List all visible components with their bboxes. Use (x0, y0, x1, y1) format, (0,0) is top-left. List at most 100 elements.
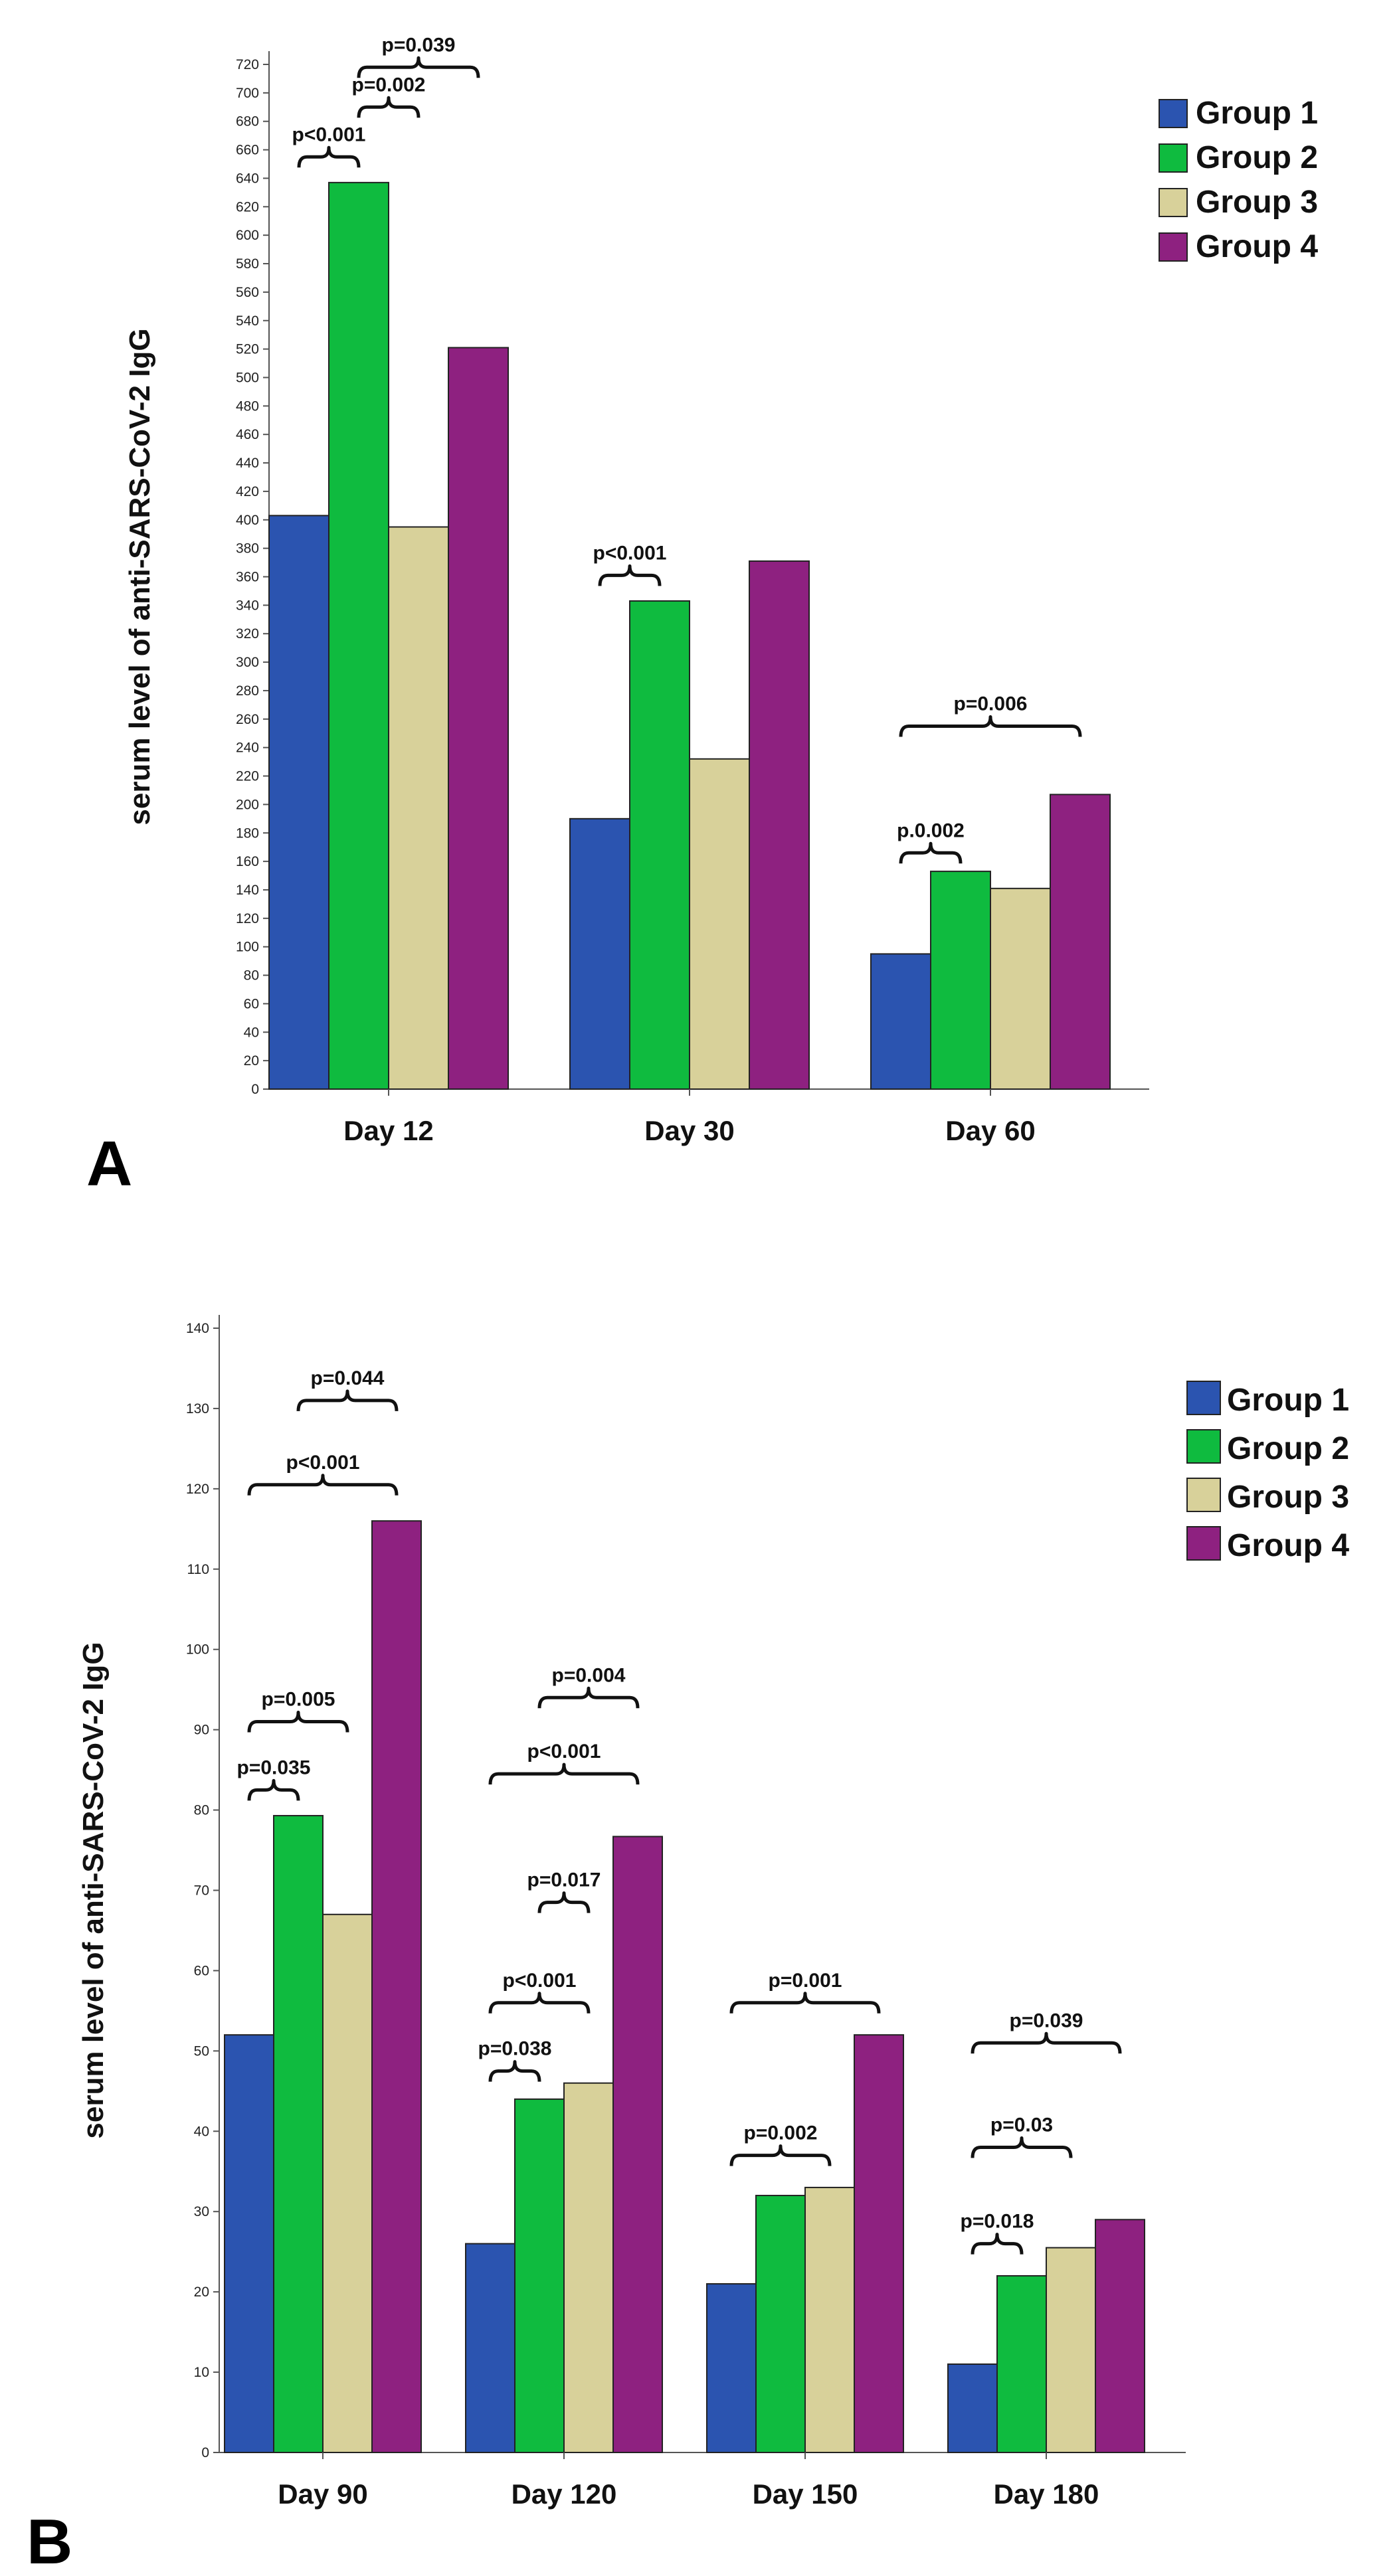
y-tick-label: 70 (194, 1883, 209, 1899)
legend-label: Group 3 (1196, 185, 1318, 220)
chart-panel-a: 0 20 40 60 80 100 120 140 160 180 200 220 240 260 280 3… (86, 34, 1318, 1199)
legend-swatch (1159, 188, 1188, 217)
significance-bracket (357, 56, 480, 78)
y-tick-label: 360 (236, 570, 259, 585)
bar-group-4-day-12 (448, 347, 509, 1090)
panel-label: A (86, 1128, 132, 1199)
significance-bracket (488, 1762, 640, 1785)
bar-group-1-day-90 (224, 2034, 274, 2453)
p-value-label: p<0.001 (292, 124, 366, 145)
p-value-label: p=0.006 (954, 693, 1028, 715)
y-tick-label: 100 (186, 1642, 209, 1658)
y-axis-title: serum level of anti-SARS-CoV-2 IgG (77, 1642, 110, 2138)
y-tick-label: 720 (236, 57, 259, 72)
significance-bracket (357, 96, 420, 118)
bar-group-1-day-30 (569, 817, 630, 1090)
significance-bracket (537, 1891, 591, 1913)
y-tick-label: 20 (194, 2284, 209, 2300)
y-tick-label: 460 (236, 427, 259, 442)
bar-group-4-day-90 (371, 1520, 422, 2453)
y-tick-label: 320 (236, 626, 259, 642)
significance-bracket (296, 1389, 399, 1411)
bar-group-4-day-30 (749, 560, 810, 1090)
p-value-label: p<0.001 (593, 542, 667, 564)
bar-group-4-day-150 (854, 2034, 904, 2453)
y-tick-label: 700 (236, 86, 259, 101)
legend-swatch (1159, 232, 1188, 262)
bar-group-3-day-12 (388, 526, 449, 1090)
y-tick-label: 20 (244, 1053, 259, 1069)
bar-group-2-day-180 (996, 2275, 1047, 2453)
y-tick-label: 60 (194, 1963, 209, 1978)
bar-group-1-day-120 (465, 2243, 515, 2453)
y-tick-label: 100 (236, 940, 259, 955)
y-tick-label: 400 (236, 513, 259, 528)
bar-group-1-day-180 (947, 2363, 998, 2453)
bar-group-3-day-150 (804, 2186, 855, 2454)
bar-group-3-day-180 (1046, 2247, 1096, 2453)
p-value-label: p=0.005 (262, 1689, 335, 1711)
bar-group-2-day-60 (930, 871, 991, 1090)
y-tick-label: 0 (201, 2445, 209, 2460)
legend-swatch (1186, 1381, 1221, 1415)
bar-group-3-day-30 (689, 758, 750, 1090)
bar-group-1-day-60 (870, 953, 931, 1090)
y-tick-label: 120 (236, 911, 259, 926)
legend-label: Group 2 (1227, 1431, 1349, 1466)
y-tick-label: 500 (236, 370, 259, 385)
p-value-label: p=0.03 (990, 2114, 1053, 2136)
y-tick-label: 30 (194, 2204, 209, 2219)
significance-bracket (971, 2031, 1122, 2054)
x-tick-label: Day 30 (644, 1115, 734, 1146)
significance-bracket (729, 2144, 832, 2166)
y-tick-label: 130 (186, 1401, 209, 1417)
y-tick-label: 440 (236, 456, 259, 471)
legend-label: Group 1 (1196, 96, 1318, 131)
p-value-label: p<0.001 (503, 1970, 577, 1992)
x-tick-label: Day 150 (753, 2478, 858, 2510)
significance-bracket (598, 564, 662, 586)
y-tick-label: 40 (244, 1025, 259, 1040)
significance-bracket (899, 715, 1082, 737)
y-tick-label: 140 (186, 1321, 209, 1336)
legend-label: Group 2 (1196, 140, 1318, 175)
y-tick-label: 420 (236, 484, 259, 499)
legend-swatch (1186, 1478, 1221, 1512)
x-tick-label: Day 90 (278, 2478, 367, 2510)
significance-bracket (537, 1686, 640, 1709)
significance-bracket (247, 1711, 349, 1733)
significance-bracket (297, 145, 361, 168)
p-value-label: p=0.004 (552, 1664, 626, 1686)
p-value-label: p=0.001 (769, 1970, 842, 1992)
p-value-label: p=0.002 (744, 2122, 818, 2144)
p-value-label: p.0.002 (897, 819, 965, 841)
bar-group-4-day-120 (612, 1836, 663, 2453)
bar-group-2-day-90 (273, 1815, 324, 2453)
y-tick-label: 110 (187, 1562, 209, 1577)
legend-swatch (1186, 1526, 1221, 1561)
y-tick-label: 240 (236, 740, 259, 756)
bar-group-3-day-120 (563, 2082, 614, 2453)
y-tick-label: 380 (236, 541, 259, 557)
y-tick-label: 120 (186, 1482, 209, 1497)
bar-group-3-day-60 (990, 887, 1051, 1090)
significance-bracket (971, 2136, 1073, 2158)
y-tick-label: 340 (236, 598, 259, 613)
significance-bracket (488, 1992, 591, 2014)
chart-panel-b: 0 10 20 30 40 50 60 70 80 90 100 110 120 130 140 serum … (27, 1315, 1349, 2576)
y-tick-label: 180 (236, 825, 259, 841)
bar-group-3-day-90 (322, 1913, 373, 2453)
bar-group-4-day-60 (1050, 794, 1111, 1090)
y-tick-label: 660 (236, 143, 259, 158)
y-tick-label: 40 (194, 2124, 209, 2139)
p-value-label: p=0.018 (961, 2211, 1034, 2233)
panel-label: B (27, 2506, 72, 2576)
p-value-label: p=0.044 (311, 1367, 385, 1389)
legend: Group 1 Group 2 Group 3 Group 4 (1186, 1381, 1349, 1563)
y-tick-label: 200 (236, 797, 259, 812)
bar-group-2-day-12 (328, 181, 389, 1090)
y-tick-label: 680 (236, 114, 259, 129)
y-tick-label: 540 (236, 313, 259, 329)
significance-bracket (247, 1778, 300, 1801)
